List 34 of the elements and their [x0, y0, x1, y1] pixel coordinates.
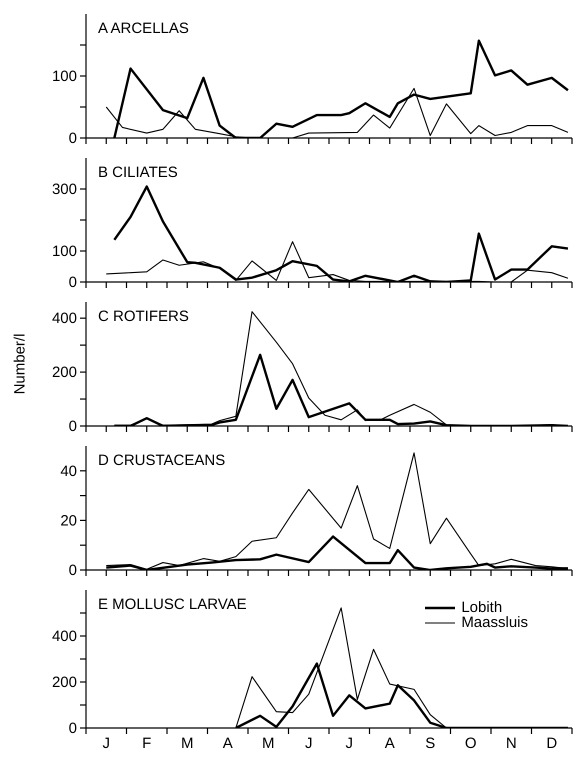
x-tick-label: N [506, 735, 517, 752]
chart-title: D CRUSTACEANS [98, 452, 226, 469]
x-tick-label: J [102, 735, 110, 752]
x-tick-label: J [305, 735, 312, 752]
y-tick-label: 0 [68, 562, 77, 579]
chart-title: C ROTIFERS [98, 308, 189, 325]
chart-title: B CILIATES [98, 164, 178, 181]
legend-label: Lobith [461, 599, 502, 616]
y-axis-title: Number/l [12, 334, 28, 394]
y-tick-label: 100 [52, 243, 77, 260]
x-tick-label: D [546, 735, 558, 752]
y-tick-label: 400 [52, 628, 77, 645]
x-tick-label: J [346, 735, 353, 752]
y-tick-label: 200 [52, 674, 77, 691]
x-tick-label: S [425, 735, 436, 752]
x-tick-label: A [222, 735, 233, 752]
y-tick-label: 200 [52, 364, 77, 382]
chart-title: A ARCELLAS [98, 20, 189, 37]
x-tick-label: M [181, 735, 194, 752]
x-tick-label: F [142, 735, 152, 752]
y-tick-label: 0 [68, 274, 77, 291]
y-tick-label: 0 [68, 720, 77, 737]
x-tick-label: M [262, 735, 274, 752]
y-tick-label: 300 [52, 181, 77, 198]
legend-label: Maassluis [461, 614, 528, 631]
y-tick-label: 20 [60, 512, 77, 530]
y-tick-label: 0 [68, 130, 77, 147]
y-tick-label: 0 [68, 418, 77, 435]
y-tick-label: 40 [60, 462, 77, 480]
chart-title: E MOLLUSC LARVAE [98, 596, 247, 613]
y-tick-label: 400 [52, 310, 77, 328]
y-tick-label: 100 [52, 68, 77, 85]
x-tick-label: A [384, 735, 395, 752]
x-tick-label: O [464, 735, 477, 752]
